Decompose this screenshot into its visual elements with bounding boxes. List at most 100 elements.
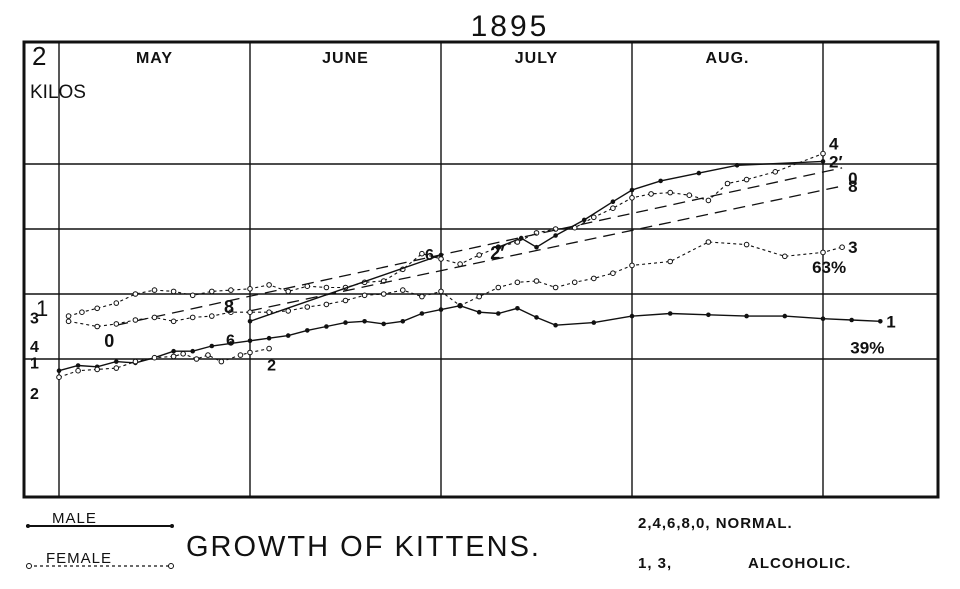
series-point <box>571 279 578 286</box>
series-point <box>495 284 502 291</box>
series-point <box>496 244 501 250</box>
series-inner-label: 8 <box>224 297 234 317</box>
series-point <box>743 176 750 183</box>
series-end-label: 0 <box>848 169 857 188</box>
series-point <box>648 191 654 197</box>
series-point <box>285 308 292 314</box>
series-point <box>247 309 253 316</box>
series-point <box>343 320 348 325</box>
series-point <box>553 322 558 328</box>
legend-alcoholic-text: ALCOHOLIC. <box>748 555 851 572</box>
series-point <box>362 319 367 324</box>
series-point <box>515 306 520 311</box>
legend-female-text: FEMALE <box>46 550 112 567</box>
series-point <box>323 284 330 291</box>
series-point <box>56 368 62 374</box>
series-point <box>266 309 272 316</box>
series-point <box>171 348 176 354</box>
series-point <box>820 316 826 322</box>
legend-female-marker <box>26 563 32 569</box>
series-point <box>247 319 253 324</box>
series-point <box>65 318 72 325</box>
legend-female-marker <box>168 563 174 569</box>
series-point <box>686 192 693 198</box>
series-start-label: 4 <box>30 339 39 356</box>
series-point <box>610 270 616 277</box>
series-point <box>304 304 311 310</box>
series-inner-label: 2 <box>267 358 276 375</box>
series-percent-label: 63% <box>812 258 846 277</box>
y-unit-top-value: 2 <box>32 41 46 71</box>
series-point <box>438 252 444 258</box>
series-point <box>266 345 272 352</box>
series-point <box>361 292 368 299</box>
plot-frame <box>22 40 940 499</box>
series-point <box>419 250 425 257</box>
series-point <box>324 324 329 329</box>
chart-caption: GROWTH OF KITTENS. <box>186 531 541 563</box>
series-point <box>79 309 85 316</box>
series-point <box>820 150 826 157</box>
series-point <box>629 195 635 201</box>
series-line <box>58 304 881 372</box>
series-point <box>610 199 616 204</box>
series-point <box>744 313 749 319</box>
series-point <box>189 292 196 299</box>
legend-normal-text: 2,4,6,8,0, NORMAL. <box>638 515 793 532</box>
series-point <box>381 321 387 327</box>
legend-male-marker <box>26 524 30 528</box>
series-point <box>705 197 712 204</box>
series-point <box>839 244 845 250</box>
series-point <box>193 356 200 362</box>
series-point <box>553 233 558 238</box>
series-point <box>228 309 234 316</box>
series-point <box>629 313 635 319</box>
series-point <box>380 291 387 297</box>
series-point <box>591 214 597 221</box>
series-point <box>629 262 635 269</box>
series-layer <box>56 150 883 381</box>
series-start-label: 2 <box>30 386 39 403</box>
series-line <box>116 167 843 326</box>
series-point <box>189 314 196 321</box>
series-inner-label: 6 <box>425 247 434 264</box>
series-point <box>514 279 521 286</box>
series-point <box>667 311 673 316</box>
series-point <box>56 374 62 381</box>
series-line <box>249 185 843 312</box>
series-point <box>476 252 483 258</box>
series-point <box>266 335 272 341</box>
series-inner-label: 2′ <box>490 243 504 263</box>
y-unit-label: KILOS <box>30 82 86 103</box>
series-point <box>658 178 663 184</box>
series-end-label: 8 <box>848 177 857 196</box>
series-point <box>285 288 292 295</box>
y-mid-label: 1 <box>36 296 48 321</box>
series-point <box>591 320 597 325</box>
series-point <box>591 275 597 282</box>
series-point <box>820 159 826 164</box>
series-point <box>190 348 195 354</box>
series-point <box>518 235 524 241</box>
series-point <box>534 315 539 320</box>
series-point <box>438 307 444 312</box>
month-labels: MAY JUNE JULY AUG. <box>136 50 749 67</box>
series-point <box>94 366 100 373</box>
series-point <box>734 163 740 168</box>
series-point <box>581 217 587 223</box>
series-point <box>247 286 253 292</box>
series-point <box>743 241 750 248</box>
series-point <box>132 291 139 297</box>
series-point <box>849 317 854 323</box>
series-end-label: 1 <box>886 312 895 331</box>
legend-alcoholic-ids: 1, 3, <box>638 555 672 572</box>
series-point <box>285 333 291 338</box>
series-point <box>114 359 119 364</box>
legend: MALE FEMALE GROWTH OF KITTENS. 2,4,6,8,0… <box>26 510 851 572</box>
series-point <box>782 313 788 319</box>
series-point <box>610 205 616 211</box>
series-end-label: 3 <box>848 238 857 257</box>
series-point <box>305 328 310 333</box>
series-point <box>170 353 177 360</box>
